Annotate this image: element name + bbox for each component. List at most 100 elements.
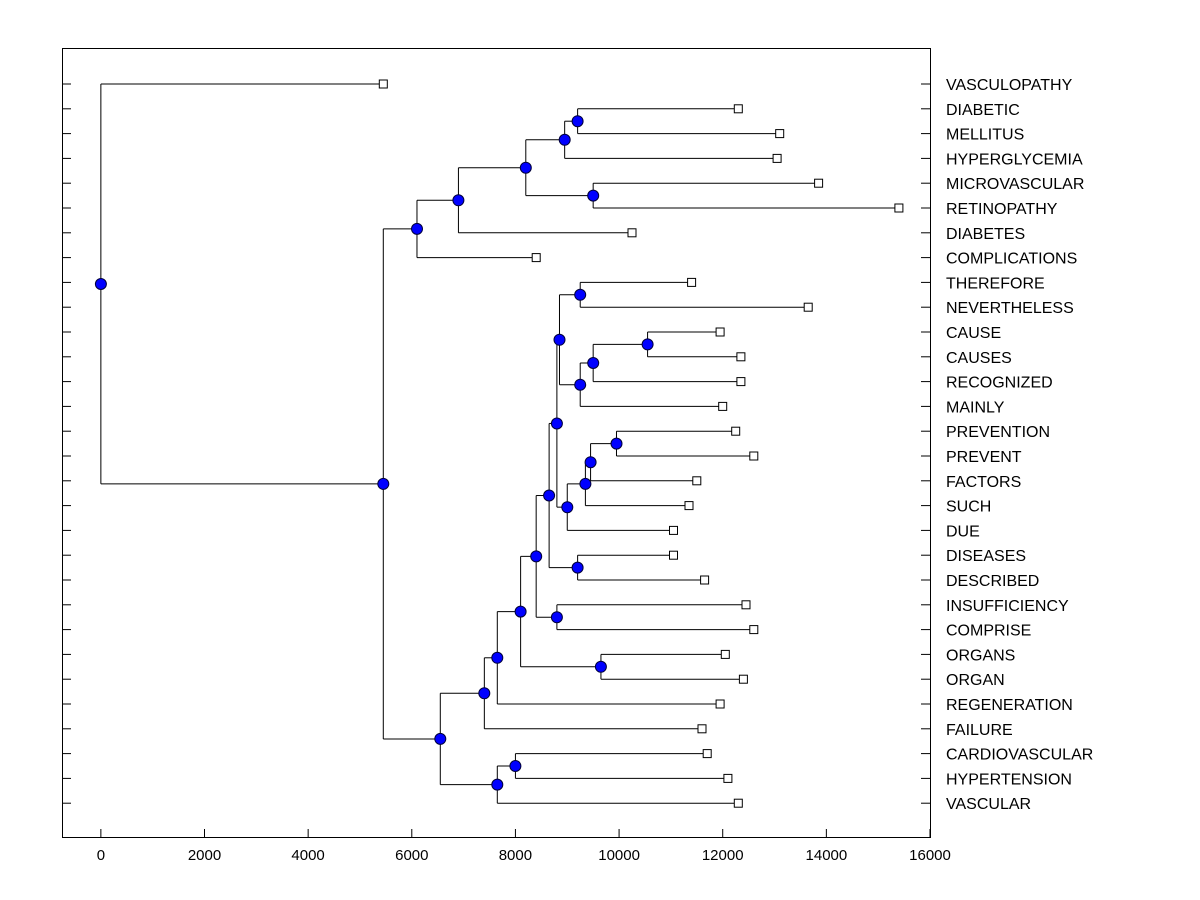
leaf-label-therefore: THEREFORE [946,275,1045,292]
leaf-marker-mellitus [775,129,785,139]
leaf-label-organs: ORGANS [946,647,1015,664]
leaf-label-due: DUE [946,523,980,540]
x-tick-label-2000: 2000 [188,847,221,864]
leaf-labels: VASCULOPATHY DIABETIC MELLITUS HYPERGLYCEMI… [946,77,1093,813]
leaf-marker-failure [697,724,707,734]
leaf-marker-microvascular [814,178,824,188]
merge-node-22 [491,651,504,664]
merge-node-5 [411,222,423,235]
leaf-marker-diabetes [627,228,637,238]
leaf-label-mellitus: MELLITUS [946,127,1024,144]
leaf-marker-factors [692,476,702,486]
merge-node-0 [571,115,584,128]
leaf-label-diabetes: DIABETES [946,226,1025,243]
leaf-marker-insufficiency [741,600,751,610]
merge-node-26 [434,732,447,745]
merge-node-3 [519,161,532,174]
leaf-marker-hypertension [723,773,733,783]
leaf-label-complications: COMPLICATIONS [946,251,1077,268]
leaf-label-microvascular: MICROVASCULAR [946,176,1084,193]
leaf-label-cause: CAUSE [946,325,1001,342]
leaf-marker-recognized [736,377,746,387]
leaf-marker-prevent [749,451,759,461]
x-axis-ticks: 0 2000 4000 6000 8000 10000 12000 14000 16000 [97,829,951,864]
merge-node-9 [574,378,587,391]
merge-node-16 [571,561,584,574]
plot-frame [62,48,931,838]
leaf-marker-nevertheless [803,302,813,312]
leaf-marker-hyperglycemia [772,153,782,163]
merge-node-2 [587,189,600,202]
leaf-marker-described [700,575,710,585]
x-tick-label-14000: 14000 [806,847,848,864]
x-tick-label-8000: 8000 [499,847,532,864]
merge-node-13 [579,477,592,490]
merge-node-27 [377,477,390,490]
merge-node-28 [94,278,107,290]
merge-node-8 [587,357,600,369]
leaf-marker-complications [531,253,541,263]
leaf-marker-cardiovascular [702,749,712,759]
x-tick-label-6000: 6000 [395,847,428,864]
merge-node-25 [491,778,504,791]
x-tick-label-10000: 10000 [598,847,640,864]
leaf-label-retinopathy: RETINOPATHY [946,201,1058,218]
merge-node-1 [558,133,571,146]
x-tick-label-0: 0 [97,847,105,864]
leaf-marker-cause [715,327,725,337]
dendrogram-leaves [378,79,904,808]
leaf-marker-causes [736,352,746,362]
x-tick-label-12000: 12000 [702,847,744,864]
leaf-label-prevention: PREVENTION [946,424,1050,441]
dendrogram-links [100,83,899,804]
leaf-label-diseases: DISEASES [946,548,1026,565]
leaf-label-insufficiency: INSUFFICIENCY [946,598,1069,615]
leaf-marker-mainly [718,401,728,411]
merge-node-19 [530,550,543,563]
leaf-label-comprise: COMPRISE [946,623,1031,640]
leaf-marker-vascular [733,798,743,808]
merge-node-14 [561,501,574,514]
leaf-label-prevent: PREVENT [946,449,1022,466]
dendrogram-nodes [94,115,654,791]
merge-node-21 [514,605,527,618]
leaf-label-mainly: MAINLY [946,399,1005,416]
merge-node-10 [553,333,566,346]
merge-node-23 [478,687,491,700]
leaf-marker-vasculopathy [378,79,388,89]
leaf-label-vascular: VASCULAR [946,796,1031,813]
merge-node-4 [452,194,465,207]
merge-node-11 [610,437,623,450]
merge-node-18 [550,611,563,624]
leaf-label-hypertension: HYPERTENSION [946,771,1072,788]
leaf-marker-retinopathy [894,203,904,213]
leaf-label-diabetic: DIABETIC [946,102,1020,119]
merge-node-20 [594,660,607,673]
merge-node-17 [543,489,556,502]
leaf-marker-prevention [731,426,741,436]
leaf-marker-such [684,501,694,511]
leaf-label-vasculopathy: VASCULOPATHY [946,77,1073,94]
leaf-label-causes: CAUSES [946,350,1012,367]
leaf-label-nevertheless: NEVERTHELESS [946,300,1074,317]
x-tick-label-16000: 16000 [909,847,951,864]
merge-node-6 [574,288,587,301]
leaf-label-such: SUCH [946,499,991,516]
leaf-label-regeneration: REGENERATION [946,697,1073,714]
leaf-label-described: DESCRIBED [946,573,1039,590]
leaf-label-cardiovascular: CARDIOVASCULAR [946,747,1093,764]
leaf-label-failure: FAILURE [946,722,1013,739]
merge-node-7 [641,338,654,351]
leaf-label-organ: ORGAN [946,672,1005,689]
leaf-marker-organs [720,649,730,659]
leaf-label-hyperglycemia: HYPERGLYCEMIA [946,151,1083,168]
x-tick-label-4000: 4000 [291,847,324,864]
leaf-marker-diabetic [733,104,743,114]
merge-node-12 [584,456,597,469]
leaf-marker-comprise [749,625,759,635]
y-axis-ticks [62,83,930,804]
merge-node-15 [550,417,563,430]
leaf-marker-organ [738,674,748,684]
leaf-label-recognized: RECOGNIZED [946,375,1053,392]
